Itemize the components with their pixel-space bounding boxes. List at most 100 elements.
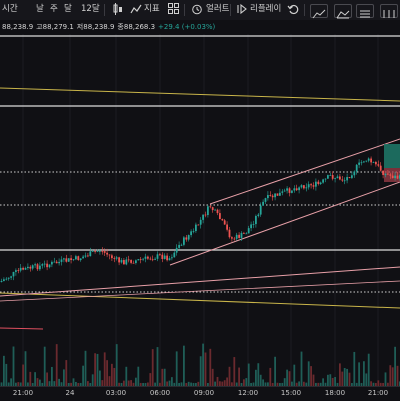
volume-bar — [96, 353, 99, 386]
candle-body — [135, 260, 137, 264]
volume-bar — [149, 373, 152, 386]
volume-bar — [115, 344, 118, 386]
volume-bars — [0, 343, 400, 386]
volume-bar — [94, 353, 96, 386]
indicators-button[interactable]: 지표 — [144, 4, 160, 14]
candle-body — [324, 178, 327, 180]
candle-body — [175, 247, 178, 253]
candle-style-icon[interactable] — [111, 3, 125, 20]
volume-bar — [72, 378, 75, 386]
price-chart[interactable] — [0, 34, 400, 386]
volume-bar — [370, 381, 372, 386]
volume-bar — [339, 363, 341, 386]
candle-body — [262, 201, 264, 206]
candle-body — [84, 255, 87, 257]
chart-grid — [22, 34, 379, 386]
volume-bar — [12, 346, 15, 386]
time-axis[interactable]: 21:00 24 03:00 06:00 09:00 12:00 15:00 18:00 21:… — [0, 386, 400, 401]
interval-label[interactable]: 시간 — [2, 4, 18, 14]
replay-icon[interactable] — [236, 3, 248, 20]
range-month-button[interactable]: 달 — [64, 4, 72, 14]
ohlc-high-value: 88,279.1 — [42, 23, 74, 31]
alert-button[interactable]: 얼러트 — [206, 4, 230, 14]
volume-bar — [375, 383, 377, 386]
volume-bar — [358, 362, 360, 386]
long-position-box[interactable] — [384, 144, 400, 168]
heikin-chart-type-icon[interactable] — [380, 4, 398, 18]
volume-bar — [202, 343, 204, 386]
bars-chart-type-icon[interactable] — [356, 4, 374, 18]
candle-body — [279, 192, 281, 196]
volume-bar — [331, 377, 334, 386]
candle-body — [120, 260, 123, 263]
candle-body — [132, 262, 135, 264]
candle-body — [58, 261, 60, 264]
candle-body — [247, 228, 250, 234]
pink-trendline[interactable] — [0, 266, 400, 297]
support-trendline[interactable] — [0, 292, 400, 309]
pink-trendline[interactable] — [0, 280, 400, 302]
volume-bar — [216, 376, 219, 386]
toolbar-divider — [184, 4, 185, 16]
candle-body — [31, 265, 34, 269]
replay-button[interactable]: 리플레이 — [250, 4, 282, 14]
range-day-button[interactable]: 날 — [36, 4, 44, 14]
layout-grid-icon[interactable] — [168, 3, 179, 19]
line-chart-type-icon[interactable] — [310, 4, 328, 19]
chart-drawings[interactable] — [0, 35, 400, 330]
candle-body — [293, 188, 296, 191]
candle-body — [394, 175, 396, 179]
volume-bar — [3, 355, 5, 386]
area-chart-type-icon[interactable] — [334, 4, 352, 19]
candle-body — [223, 220, 226, 225]
volume-bar — [223, 380, 226, 386]
volume-bar — [286, 369, 288, 386]
candle-body — [123, 260, 125, 265]
channel-lower-line[interactable] — [169, 181, 400, 266]
candle-body — [99, 251, 101, 252]
candle-body — [192, 231, 195, 232]
indicators-icon[interactable] — [130, 3, 142, 20]
volume-bar — [319, 382, 322, 386]
volume-bar — [195, 383, 197, 386]
volume-bar — [77, 383, 80, 386]
volume-bar — [391, 367, 394, 386]
volume-bar — [262, 379, 264, 386]
volume-bar — [60, 382, 63, 386]
volume-bar — [67, 382, 70, 386]
candle-body — [384, 173, 387, 175]
timeframe-selector[interactable]: 12달 — [81, 4, 100, 14]
undo-icon[interactable] — [287, 3, 299, 20]
volume-bar — [295, 382, 298, 386]
candle-body — [286, 188, 288, 191]
candle-body — [24, 268, 27, 270]
alarm-clock-icon[interactable] — [191, 3, 203, 20]
ohlc-low-value: 88,238.9 — [83, 23, 115, 31]
candle-body — [298, 187, 300, 191]
candle-body — [226, 224, 228, 230]
candle-body — [137, 259, 140, 261]
candle-body — [180, 244, 183, 246]
candle-body — [67, 258, 70, 262]
candle-body — [255, 216, 257, 225]
volume-bar — [19, 382, 22, 386]
volume-bar — [192, 382, 195, 386]
candle-body — [77, 256, 80, 261]
volume-bar — [187, 381, 190, 386]
red-marker-line[interactable] — [0, 327, 44, 330]
volume-bar — [264, 382, 267, 386]
range-week-button[interactable]: 주 — [50, 4, 58, 14]
volume-bar — [300, 351, 303, 386]
volume-bar — [329, 374, 332, 386]
volume-bar — [279, 382, 281, 386]
volume-bar — [209, 348, 212, 386]
channel-upper-line[interactable] — [209, 138, 400, 205]
candle-body — [348, 177, 351, 178]
resistance-trendline[interactable] — [0, 87, 400, 102]
candle-body — [183, 237, 185, 245]
candle-body — [343, 180, 346, 182]
candle-body — [375, 162, 377, 165]
candle-body — [46, 263, 48, 268]
volume-bar — [317, 382, 320, 386]
candle-body — [29, 266, 32, 269]
